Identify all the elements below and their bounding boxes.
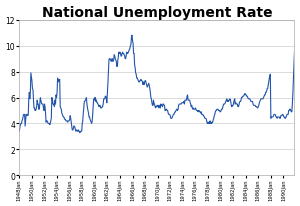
Title: National Unemployment Rate: National Unemployment Rate <box>42 6 272 19</box>
